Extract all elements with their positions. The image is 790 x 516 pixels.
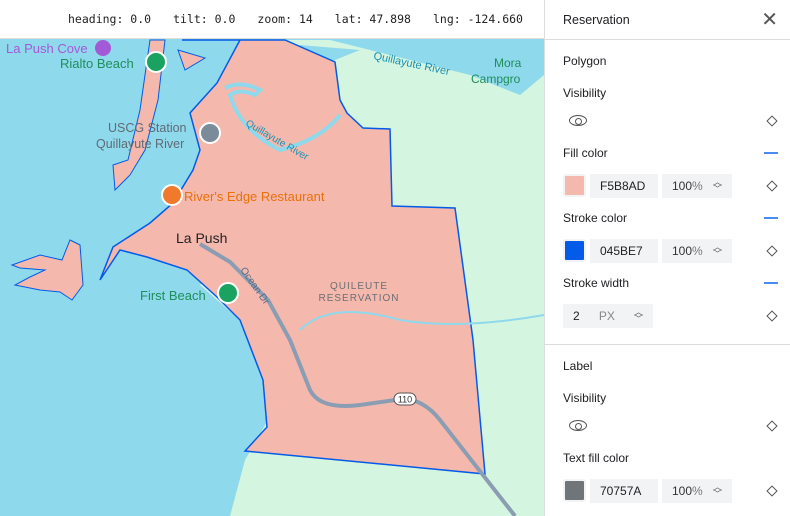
opacity-value: 100 [672,483,693,498]
stroke-opacity-stepper[interactable]: 100% ︿ ﹀ [662,238,732,263]
mixed-dash-icon[interactable] [764,217,778,219]
keyframe-diamond-icon[interactable] [766,419,778,432]
mixed-dash-icon[interactable] [764,152,778,154]
mixed-dash-icon[interactable] [764,282,778,284]
creek [299,311,544,331]
label-section-title: Label [563,359,593,373]
stroke-color-label: Stroke color [563,211,628,225]
lng-readout: lng: -124.660 [432,12,523,26]
keyframe-diamond-icon[interactable] [766,244,778,257]
map-canvas[interactable]: 110 La Push Cove Rialto Beach USCG Stati… [0,39,544,516]
uscg-label[interactable]: USCG Station [108,121,187,135]
highway-110 [198,242,517,516]
keyframe-diamond-icon[interactable] [766,309,778,322]
fill-hex-input[interactable]: F5B8AD [590,173,658,198]
close-icon[interactable]: ✕ [761,9,778,31]
lat-readout: lat: 47.898 [334,12,411,26]
beach-pin-icon[interactable] [217,282,239,304]
stepper-arrows-icon[interactable]: ︿ ﹀ [633,306,643,324]
text-fill-hex-input[interactable]: 70757A [590,478,658,503]
stroke-width-value: 2 [573,308,580,323]
fill-color-label: Fill color [563,146,608,160]
quillayute-river-water [330,40,544,95]
stroke-color-swatch[interactable] [563,239,586,262]
fill-color-swatch[interactable] [563,174,586,197]
rivers-edge-label[interactable]: River's Edge Restaurant [184,189,325,204]
polygon-section-title: Polygon [563,54,607,68]
tilt-readout: tilt: 0.0 [173,12,236,26]
unit-label: PX [598,308,615,323]
uscg-label-2[interactable]: Quillayute River [96,137,184,151]
route-label: 110 [398,395,412,405]
section-divider [545,344,790,345]
la-push-cove-label[interactable]: La Push Cove [6,41,88,56]
stepper-arrows-icon[interactable]: ︿ ﹀ [712,176,722,194]
first-beach-label[interactable]: First Beach [140,288,206,303]
keyframe-diamond-icon[interactable] [766,484,778,497]
text-fill-color-label: Text fill color [563,451,630,465]
percent-sign: % [692,483,703,498]
stroke-width-stepper[interactable]: 2 PX ︿ ﹀ [563,303,653,328]
eye-icon[interactable] [569,115,587,126]
stepper-arrows-icon[interactable]: ︿ ﹀ [712,481,722,499]
opacity-value: 100 [672,178,693,193]
mora-label[interactable]: Mora [494,56,522,70]
panel-title: Reservation [563,12,630,27]
heading-readout: heading: 0.0 [68,12,152,26]
restaurant-pin-icon[interactable] [161,184,183,206]
north-island-polygon [177,49,207,71]
percent-sign: % [692,178,703,193]
keyframe-diamond-icon[interactable] [766,114,778,127]
la-push-label: La Push [176,230,227,246]
government-pin-icon[interactable] [199,122,221,144]
eye-icon[interactable] [569,420,587,431]
visibility-label: Visibility [563,391,607,405]
campground-label[interactable]: Campgro [471,72,521,86]
visibility-label: Visibility [563,86,607,100]
reservation-label: QUILEUTE [330,281,388,292]
stepper-arrows-icon[interactable]: ︿ ﹀ [712,241,722,259]
properties-panel: Reservation ✕ Polygon Visibility Fill col… [544,0,790,516]
stroke-width-label: Stroke width [563,276,630,290]
stroke-hex-input[interactable]: 045BE7 [590,238,658,263]
keyframe-diamond-icon[interactable] [766,179,778,192]
opacity-value: 100 [672,243,693,258]
reservation-label-2: RESERVATION [318,293,399,304]
river-stream [224,82,342,153]
text-fill-opacity-stepper[interactable]: 100% ︿ ﹀ [662,478,732,503]
reservation-polygon[interactable] [99,39,486,475]
poi-pin-icon[interactable] [95,40,111,56]
zoom-readout: zoom: 14 [257,12,313,26]
text-fill-swatch[interactable] [563,479,586,502]
rialto-beach-label[interactable]: Rialto Beach [60,56,134,71]
beach-pin-icon[interactable] [145,51,167,73]
route-shield [393,392,417,406]
fill-opacity-stepper[interactable]: 100% ︿ ﹀ [662,173,732,198]
camera-status-bar: heading: 0.0 tilt: 0.0 zoom: 14 lat: 47.… [0,0,545,39]
percent-sign: % [692,243,703,258]
island-polygon[interactable] [10,239,84,301]
